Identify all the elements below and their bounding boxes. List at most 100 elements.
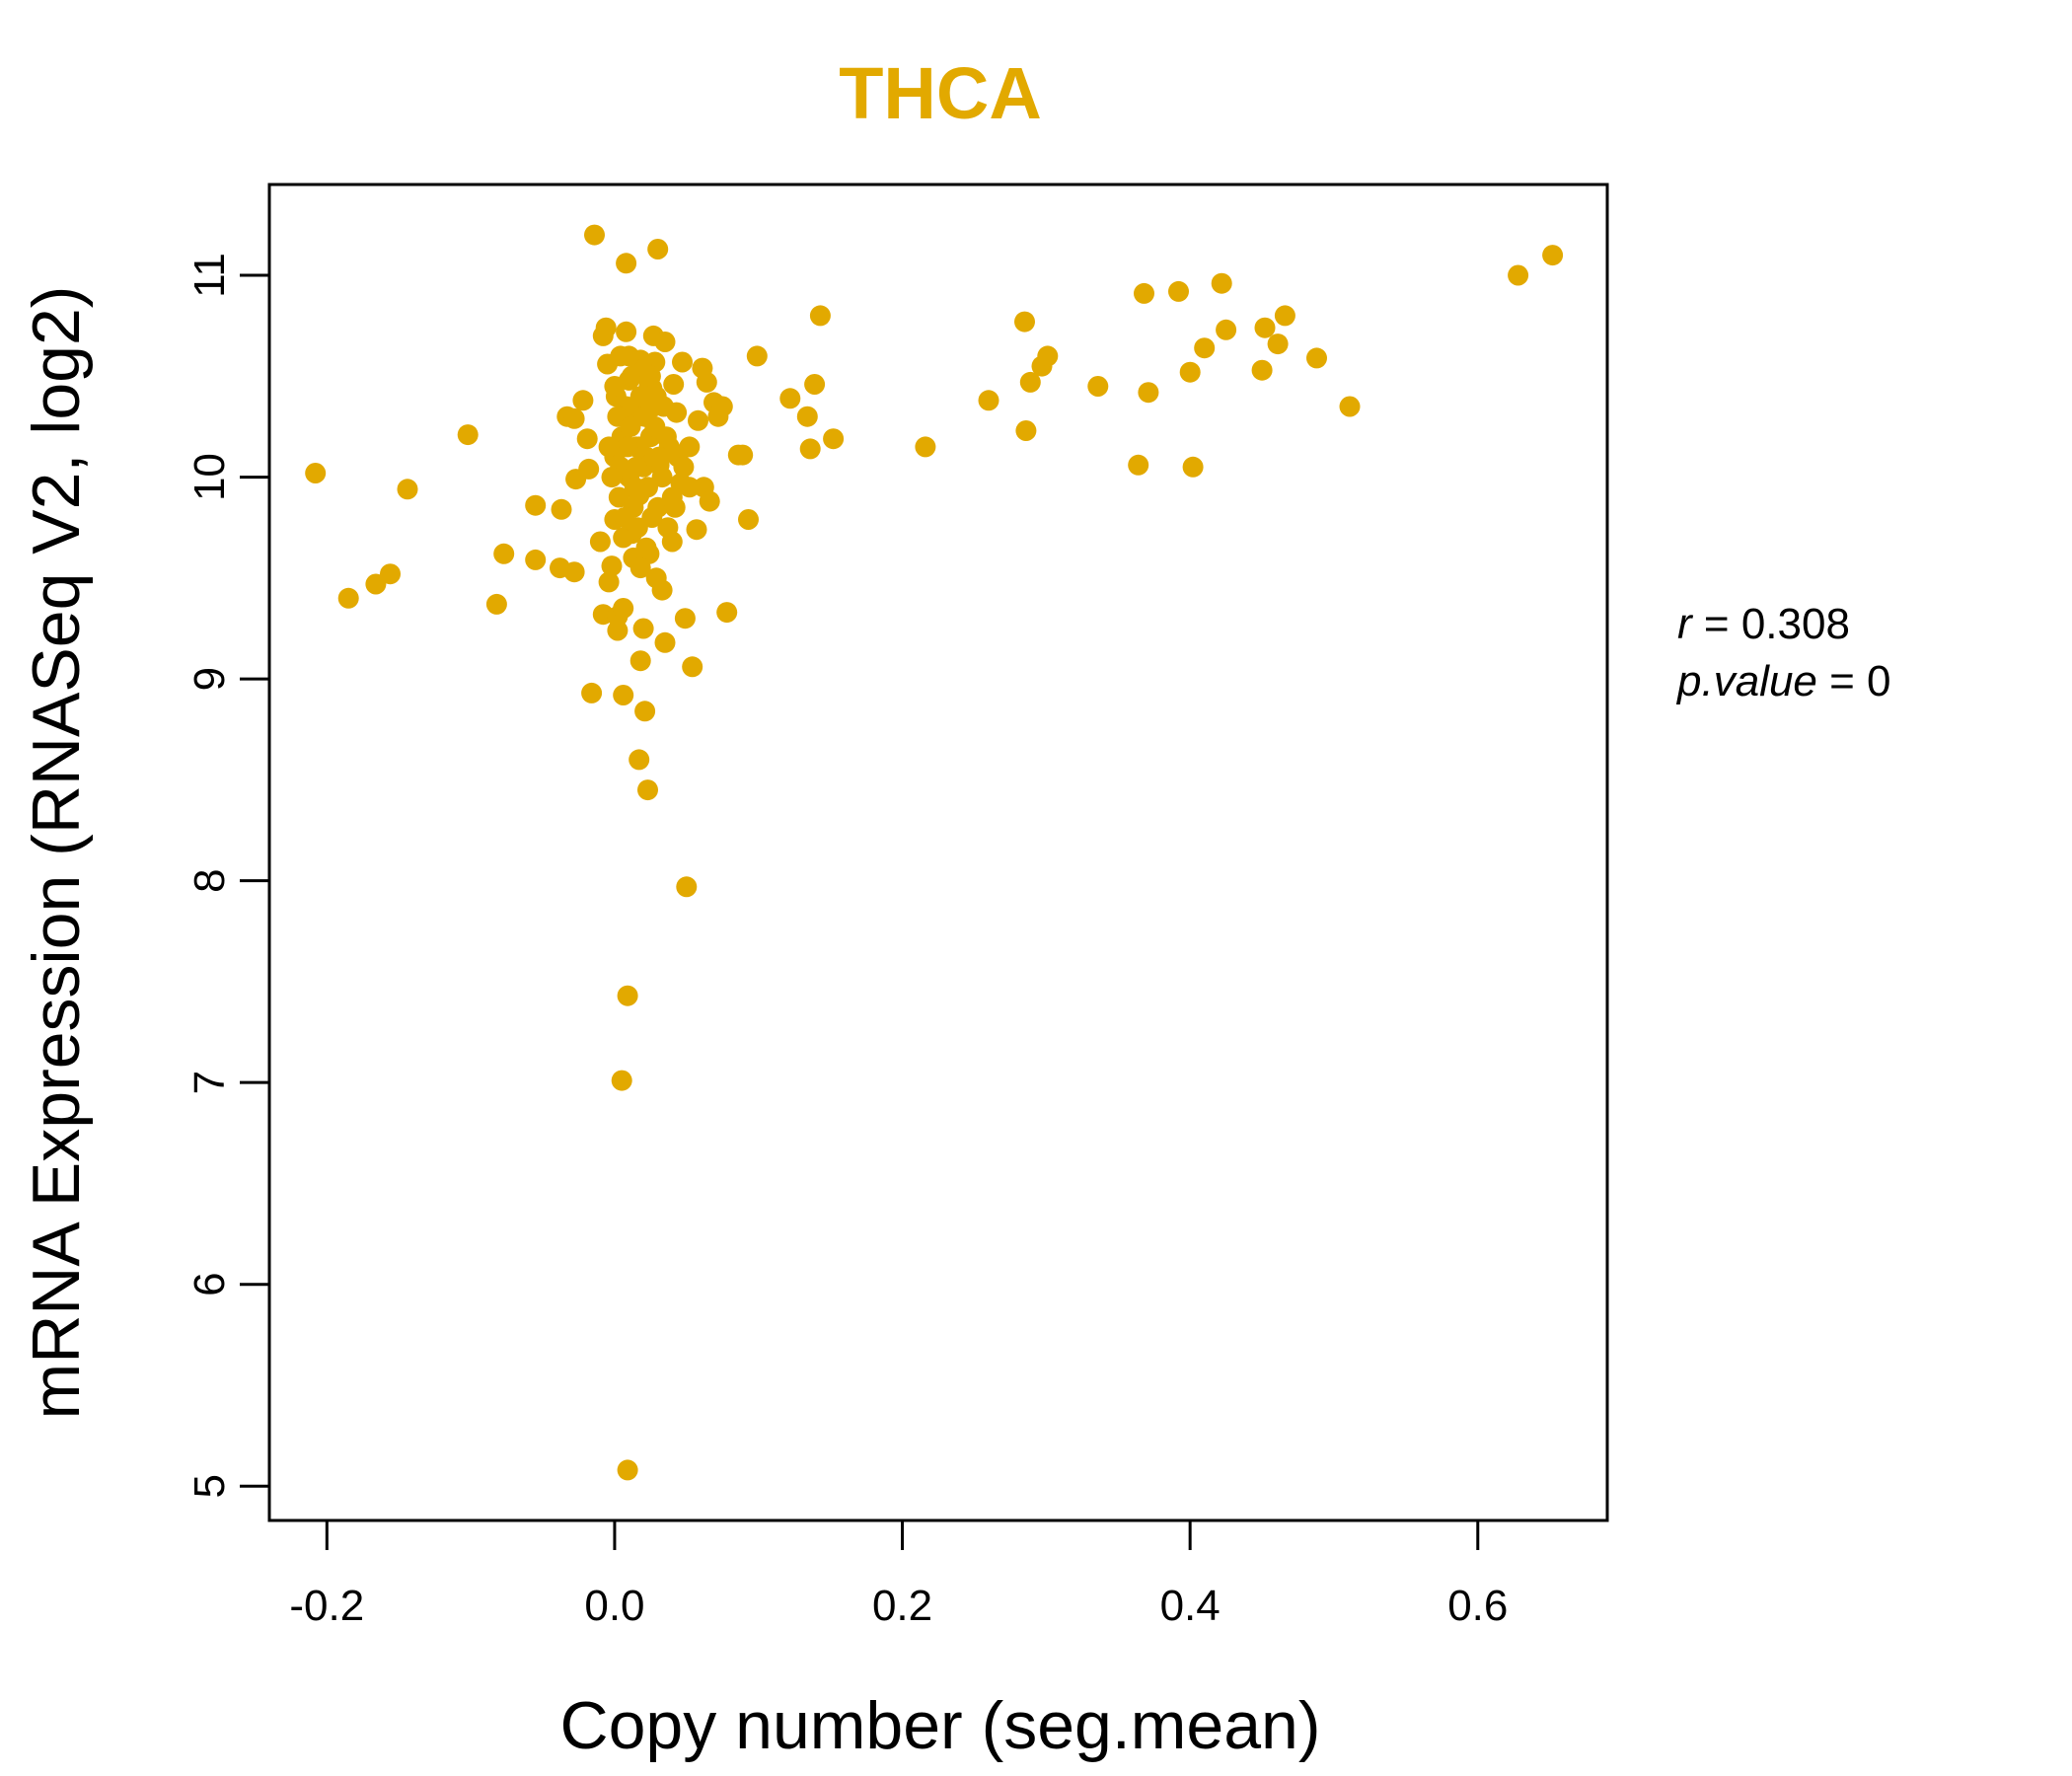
data-point [664, 496, 686, 518]
data-point [563, 407, 585, 429]
x-axis: -0.2 0.0 0.2 0.4 0.6 [289, 1518, 1508, 1630]
data-point [978, 390, 999, 411]
data-point [1134, 282, 1154, 304]
y-tick-label: 8 [185, 868, 234, 892]
data-point [799, 438, 821, 460]
r-stat: r = 0.308 [1677, 600, 1850, 648]
data-point [608, 486, 629, 508]
data-point [598, 436, 620, 458]
data-point [686, 519, 707, 541]
data-point [595, 317, 617, 338]
data-point [647, 239, 669, 259]
data-point [604, 376, 626, 397]
data-point [629, 650, 651, 672]
data-point [576, 428, 598, 450]
x-tick-label: 0.2 [872, 1582, 932, 1630]
data-point [601, 467, 623, 488]
correlation-stats: r = 0.308 p.value = 0 [1675, 600, 1891, 705]
data-point [613, 527, 634, 549]
data-point [1194, 337, 1216, 359]
y-axis-label: mRNA Expression (RNASeq V2, log2) [19, 286, 94, 1420]
data-point [672, 351, 693, 373]
data-point [653, 396, 674, 417]
data-point [651, 467, 673, 488]
data-point [1019, 371, 1041, 393]
data-point [380, 563, 401, 585]
data-point [632, 618, 654, 639]
data-point [629, 749, 650, 771]
data-point [525, 549, 547, 570]
data-point [485, 593, 507, 615]
data-point [1168, 280, 1189, 302]
data-point [305, 463, 327, 483]
data-point [676, 876, 698, 898]
p-stat-label: p.value [1675, 657, 1817, 705]
data-point [619, 345, 639, 367]
data-point [551, 498, 572, 520]
data-point [738, 509, 759, 530]
data-point [641, 507, 663, 528]
data-point [616, 321, 637, 342]
data-point [663, 374, 685, 395]
x-axis-label: Copy number (seg.mean) [559, 1688, 1320, 1763]
data-point [337, 587, 359, 609]
p-stat-value: 0 [1867, 657, 1890, 705]
data-point [493, 543, 515, 564]
data-point [457, 424, 479, 446]
data-point [655, 426, 677, 448]
data-point [915, 436, 936, 458]
y-tick-label: 5 [185, 1474, 234, 1498]
y-tick-label: 10 [185, 453, 234, 501]
data-point [651, 579, 673, 601]
data-point [620, 415, 641, 437]
x-tick-label: 0.6 [1447, 1582, 1508, 1630]
data-point [365, 573, 387, 595]
data-point [1508, 264, 1529, 286]
r-stat-label: r [1677, 600, 1694, 648]
data-point [629, 557, 651, 579]
data-point [617, 436, 638, 458]
data-point [578, 458, 600, 480]
data-point [1251, 359, 1273, 381]
data-point [1182, 456, 1204, 478]
chart-title: THCA [839, 52, 1042, 134]
data-point [613, 685, 634, 705]
data-point [696, 371, 717, 393]
y-axis: 5 6 7 8 9 10 11 [185, 253, 271, 1498]
y-tick-label: 9 [185, 667, 234, 691]
data-point [1179, 361, 1201, 383]
y-tick-label: 11 [185, 253, 234, 298]
data-point [616, 253, 637, 274]
data-point [1138, 382, 1159, 404]
data-point [779, 388, 801, 409]
data-point [804, 374, 826, 395]
data-point [796, 406, 818, 427]
data-point [626, 456, 647, 478]
data-point [1211, 272, 1232, 294]
x-tick-label: 0.4 [1160, 1582, 1221, 1630]
data-point [617, 1459, 638, 1481]
data-point [1306, 347, 1327, 369]
data-point [1267, 333, 1289, 355]
data-point [525, 494, 547, 516]
data-point [1254, 317, 1276, 338]
y-tick-label: 7 [185, 1071, 234, 1094]
data-point [699, 490, 720, 512]
data-point [613, 598, 634, 619]
data-point [746, 345, 768, 367]
data-point [1037, 345, 1059, 367]
data-point [1128, 454, 1149, 476]
data-point [657, 517, 679, 539]
data-point [611, 1070, 632, 1091]
data-point [682, 656, 703, 678]
data-point [589, 531, 611, 553]
data-point [637, 779, 658, 801]
data-point [674, 608, 696, 629]
data-point [639, 365, 661, 387]
data-point [601, 555, 623, 577]
data-point [598, 571, 620, 593]
data-point [648, 446, 670, 468]
data-point [584, 224, 605, 246]
data-point [654, 332, 676, 352]
